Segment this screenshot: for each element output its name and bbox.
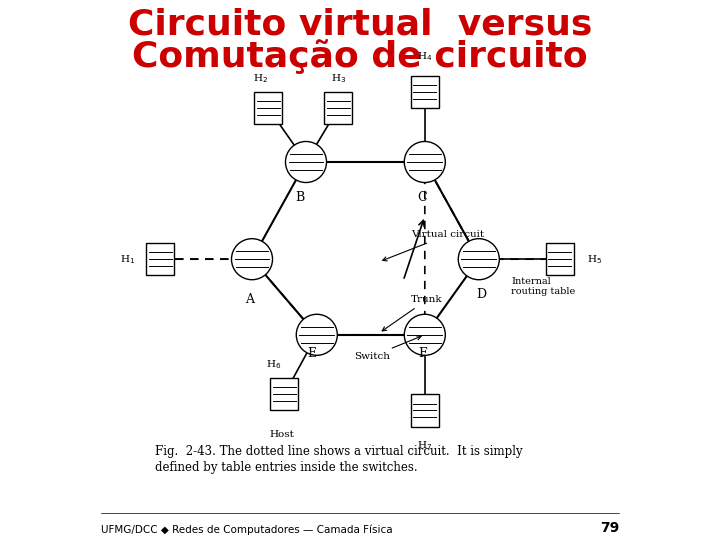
Text: H$_2$: H$_2$ [253, 72, 268, 85]
FancyBboxPatch shape [410, 76, 439, 108]
FancyBboxPatch shape [254, 92, 282, 124]
Text: E: E [307, 347, 316, 360]
Text: UFMG/DCC ◆ Redes de Computadores — Camada Física: UFMG/DCC ◆ Redes de Computadores — Camad… [101, 524, 392, 535]
Text: Trunk: Trunk [382, 295, 443, 331]
Text: Internal
routing table: Internal routing table [511, 276, 575, 296]
Text: C: C [418, 191, 427, 204]
FancyBboxPatch shape [324, 92, 353, 124]
Text: 79: 79 [600, 521, 619, 535]
FancyBboxPatch shape [410, 394, 439, 427]
Text: B: B [295, 191, 304, 204]
Text: Host: Host [269, 430, 294, 439]
Circle shape [459, 239, 500, 280]
Text: Switch: Switch [354, 336, 421, 361]
Text: H$_7$: H$_7$ [417, 439, 433, 452]
Text: H$_1$: H$_1$ [120, 253, 135, 266]
Text: F: F [418, 347, 426, 360]
Text: H$_6$: H$_6$ [266, 358, 282, 371]
Circle shape [405, 141, 445, 183]
Text: Circuito virtual  versus: Circuito virtual versus [128, 8, 592, 41]
Text: Comutação de circuito: Comutação de circuito [132, 39, 588, 74]
FancyBboxPatch shape [546, 243, 574, 275]
Text: Virtual circuit: Virtual circuit [382, 231, 485, 261]
Circle shape [232, 239, 272, 280]
Circle shape [297, 314, 337, 355]
FancyBboxPatch shape [146, 243, 174, 275]
Text: H$_3$: H$_3$ [330, 72, 346, 85]
Text: H$_5$: H$_5$ [588, 253, 603, 266]
Text: Fig.  2-43. The dotted line shows a virtual circuit.  It is simply
defined by ta: Fig. 2-43. The dotted line shows a virtu… [155, 446, 523, 474]
Text: D: D [477, 288, 487, 301]
Circle shape [285, 141, 327, 183]
Circle shape [405, 314, 445, 355]
Text: A: A [245, 293, 253, 306]
Text: H$_4$: H$_4$ [417, 50, 433, 63]
FancyBboxPatch shape [271, 378, 298, 410]
